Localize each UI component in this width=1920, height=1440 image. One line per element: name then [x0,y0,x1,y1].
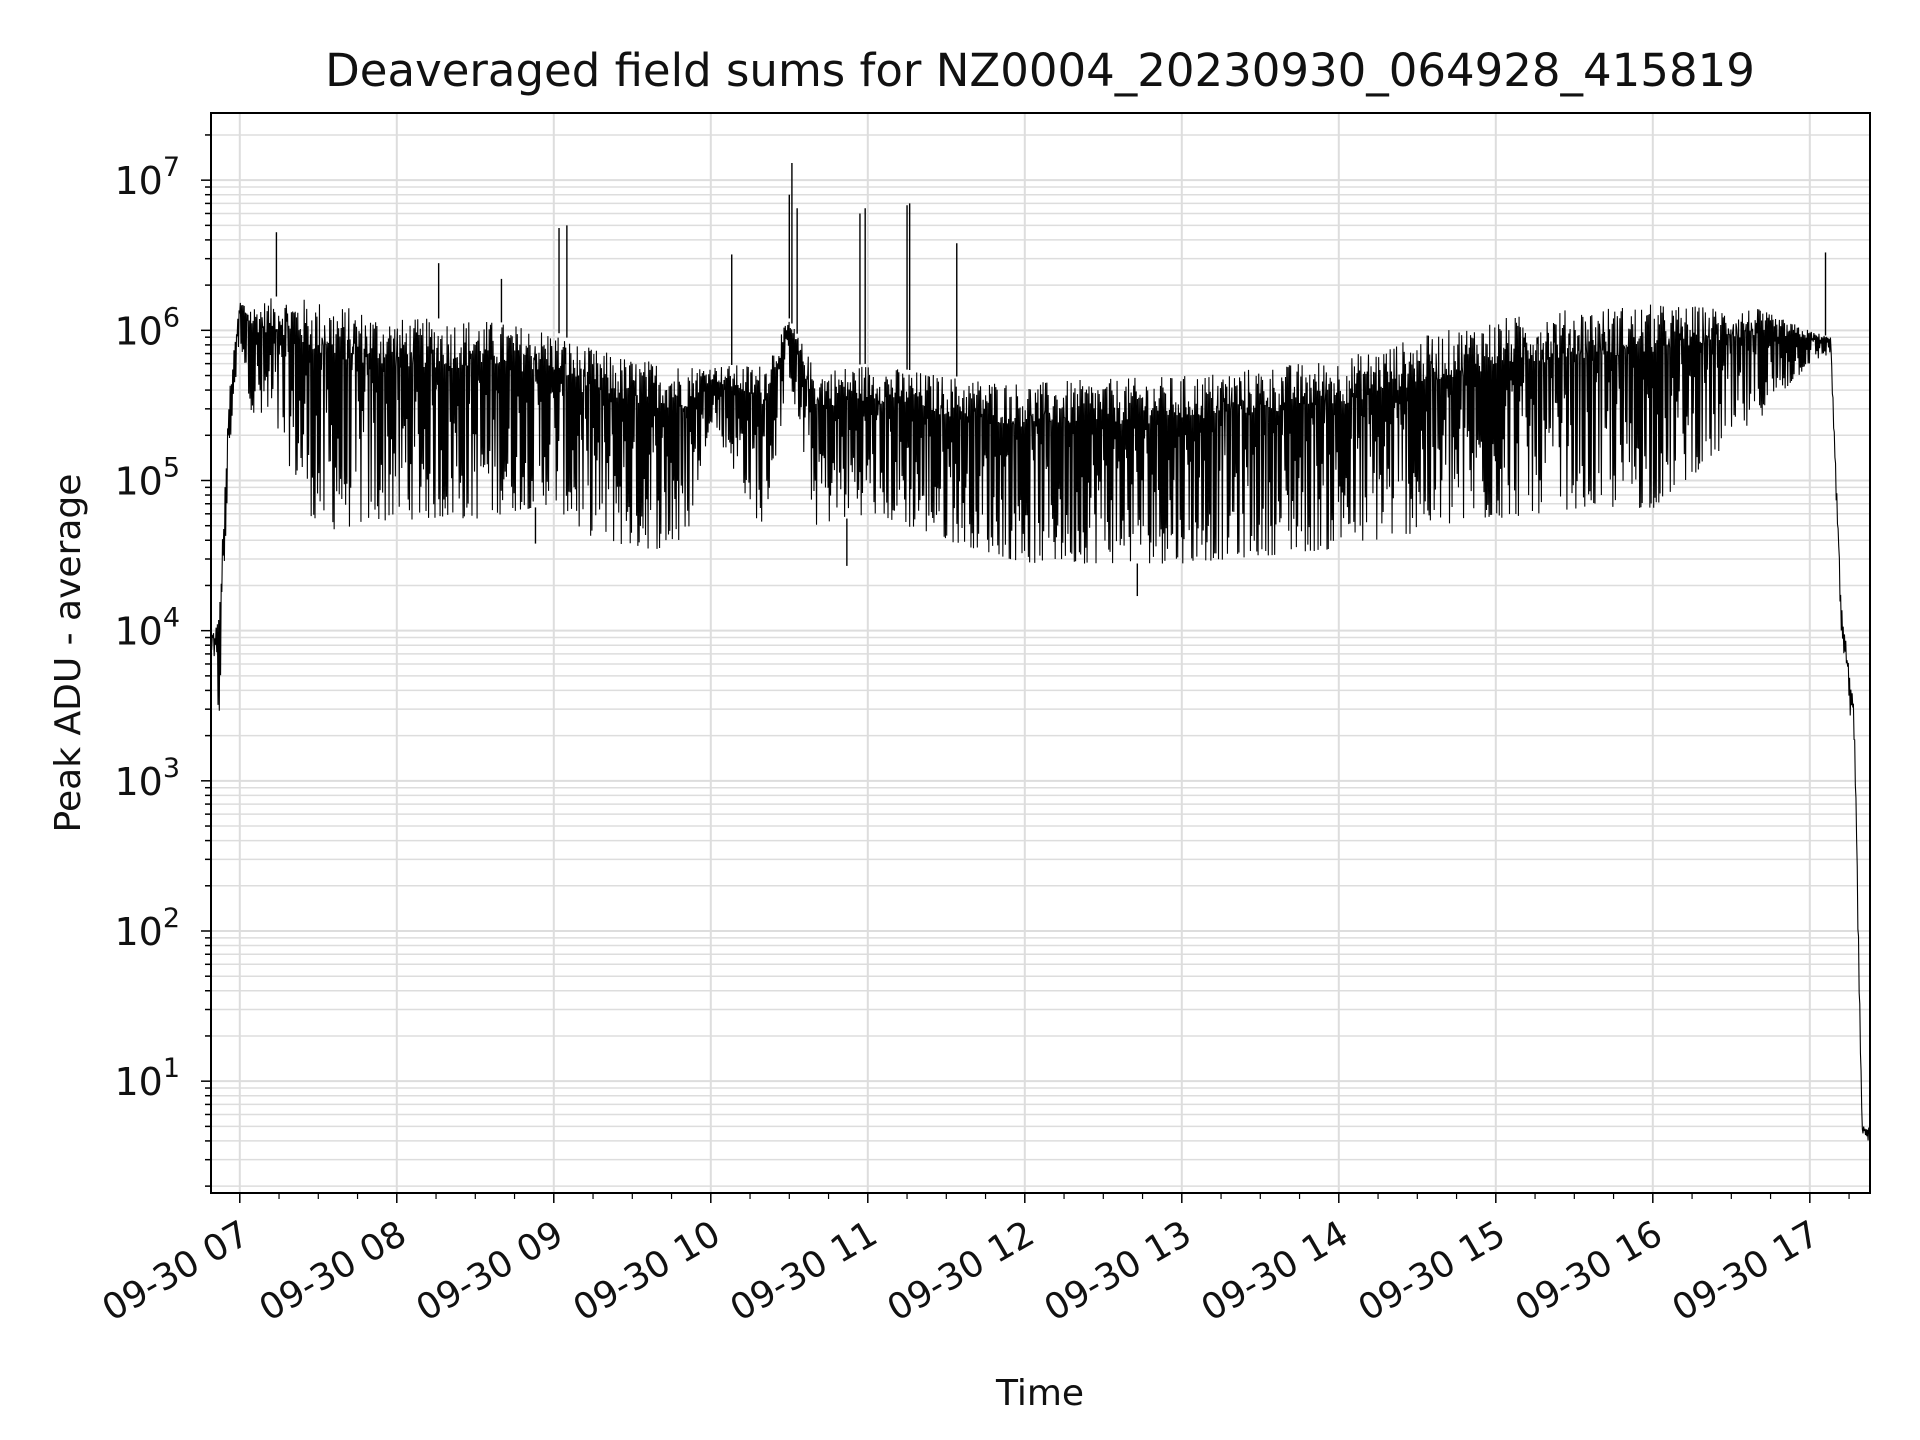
grid [211,113,1870,1193]
y-tick-label: 106 [114,302,180,353]
y-tick-exponent: 6 [163,302,180,333]
y-tick-label: 101 [114,1053,180,1104]
y-tick-label: 105 [114,452,180,503]
y-tick-label: 103 [114,753,180,804]
chart-title: Deaveraged field sums for NZ0004_2023093… [325,44,1755,97]
y-tick-exponent: 1 [163,1053,180,1084]
y-tick-base: 10 [114,309,162,353]
y-axis-label: Peak ADU - average [48,474,89,833]
y-tick-base: 10 [114,910,162,954]
y-tick-label: 104 [114,603,180,654]
y-tick-base: 10 [114,459,162,503]
y-tick-base: 10 [114,159,162,203]
plot-frame [210,112,1871,1194]
x-axis-label: Time [995,1373,1084,1414]
y-tick-exponent: 7 [163,152,180,183]
y-tick-exponent: 3 [163,753,180,784]
y-tick-base: 10 [114,760,162,804]
y-tick-base: 10 [114,1060,162,1104]
y-tick-label: 102 [114,903,180,954]
y-tick-base: 10 [114,610,162,654]
y-tick-label: 107 [114,152,180,203]
spike-layer [275,163,1827,597]
y-tick-exponent: 2 [163,903,180,934]
y-tick-exponent: 5 [163,452,180,483]
series-line [210,298,1871,1141]
y-tick-exponent: 4 [163,603,180,634]
